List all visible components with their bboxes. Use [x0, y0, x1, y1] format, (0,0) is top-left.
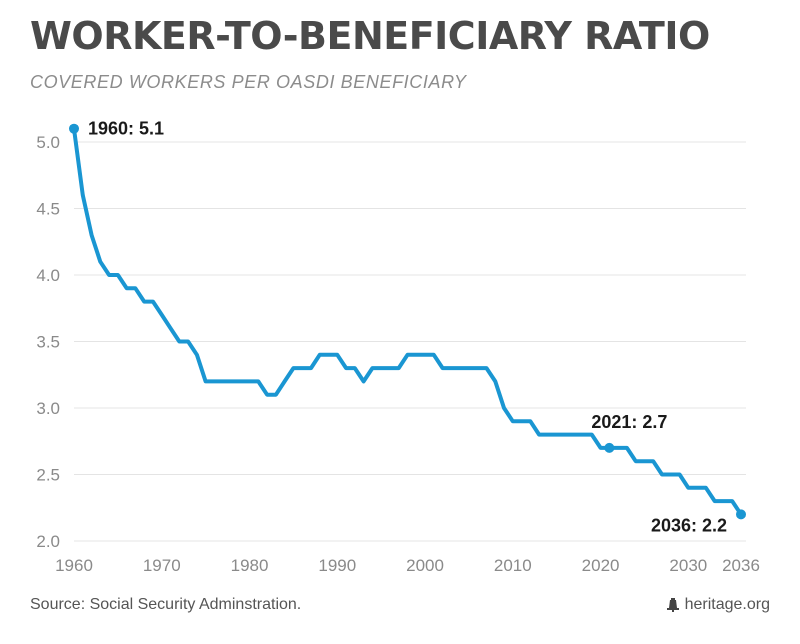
chart-title: WORKER-TO-BENEFICIARY RATIO — [30, 14, 710, 58]
data-label: 2021: 2.7 — [591, 412, 667, 432]
y-tick-label: 2.5 — [36, 466, 60, 485]
data-label: 1960: 5.1 — [88, 119, 164, 139]
y-tick-label: 3.5 — [36, 333, 60, 352]
y-tick-label: 4.5 — [36, 200, 60, 219]
y-tick-label: 5.0 — [36, 133, 60, 152]
x-axis-ticks: 1960 1970 1980 1990 2000 2010 2020 2030 2036 — [55, 556, 760, 575]
y-tick-label: 3.0 — [36, 399, 60, 418]
x-tick-label: 2036 — [722, 556, 760, 575]
y-tick-label: 2.0 — [36, 532, 60, 551]
liberty-bell-icon — [666, 598, 679, 612]
x-tick-label: 1960 — [55, 556, 93, 575]
x-tick-label: 1990 — [318, 556, 356, 575]
gridlines — [74, 141, 746, 542]
y-tick-label: 4.0 — [36, 266, 60, 285]
data-label: 2036: 2.2 — [651, 515, 727, 535]
data-point-marker — [604, 442, 615, 453]
brand-label: heritage.org — [684, 596, 770, 613]
series-layer — [72, 126, 743, 517]
series-line — [72, 126, 743, 517]
brand-credit[interactable]: heritage.org — [666, 596, 770, 614]
annotation-labels: 1960: 5.1 2021: 2.7 2036: 2.2 — [88, 119, 727, 536]
data-point-marker — [736, 509, 746, 520]
x-tick-label: 1980 — [231, 556, 269, 575]
x-tick-label: 2030 — [669, 556, 707, 575]
x-tick-label: 1970 — [143, 556, 181, 575]
y-axis-ticks: 2.0 2.5 3.0 3.5 4.0 4.5 5.0 — [36, 133, 60, 551]
x-tick-label: 2010 — [494, 556, 532, 575]
x-tick-label: 2020 — [582, 556, 620, 575]
chart-subtitle: COVERED WORKERS PER OASDI BENEFICIARY — [30, 72, 467, 92]
source-note: Source: Social Security Adminstration. — [30, 596, 302, 613]
x-tick-label: 2000 — [406, 556, 444, 575]
data-point-marker — [69, 123, 79, 134]
annotation-markers — [69, 123, 746, 520]
